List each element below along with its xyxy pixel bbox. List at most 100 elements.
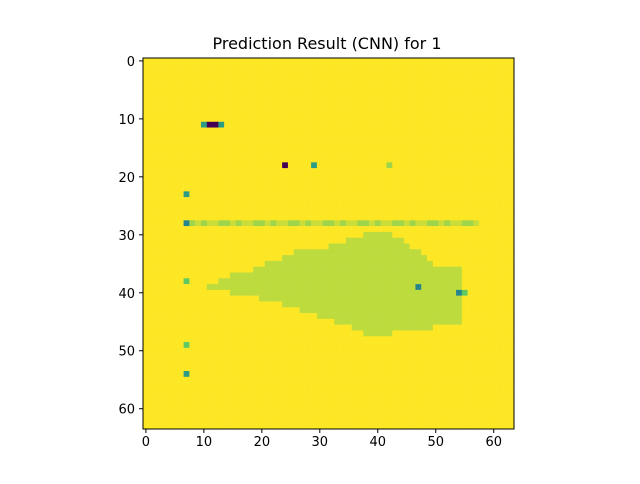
heatmap-cell xyxy=(229,162,236,169)
heatmap-cell xyxy=(386,266,393,273)
heatmap-cell xyxy=(206,231,213,238)
heatmap-cell xyxy=(450,371,457,378)
heatmap-cell xyxy=(305,208,312,215)
heatmap-cell xyxy=(490,104,497,111)
heatmap-cell xyxy=(316,226,323,233)
heatmap-cell xyxy=(427,365,434,372)
heatmap-cell xyxy=(473,405,480,412)
heatmap-cell xyxy=(322,353,329,360)
heatmap-cell xyxy=(322,173,329,180)
heatmap-cell xyxy=(374,156,381,163)
heatmap-cell xyxy=(189,214,196,221)
heatmap-cell xyxy=(369,336,376,343)
heatmap-cell xyxy=(206,324,213,331)
heatmap-cell xyxy=(166,173,173,180)
heatmap-cell xyxy=(473,336,480,343)
heatmap-cell xyxy=(496,139,503,146)
heatmap-cell xyxy=(490,69,497,76)
heatmap-cell xyxy=(403,382,410,389)
heatmap-cell xyxy=(456,202,463,209)
heatmap-cell xyxy=(247,191,254,198)
heatmap-cell xyxy=(264,98,271,105)
heatmap-cell xyxy=(357,330,364,337)
heatmap-cell xyxy=(496,307,503,314)
heatmap-cell xyxy=(479,69,486,76)
heatmap-cell xyxy=(154,272,161,279)
heatmap-cell xyxy=(403,353,410,360)
heatmap-cell xyxy=(485,295,492,302)
heatmap-cell xyxy=(403,92,410,99)
heatmap-cell xyxy=(386,336,393,343)
heatmap-cell xyxy=(189,86,196,94)
heatmap-cell xyxy=(380,324,387,331)
heatmap-cell xyxy=(206,307,213,314)
heatmap-cell xyxy=(183,139,190,146)
heatmap-cell xyxy=(438,58,445,65)
heatmap-cell xyxy=(485,81,492,88)
heatmap-cell xyxy=(351,121,358,128)
heatmap-cell xyxy=(241,69,248,76)
heatmap-cell xyxy=(224,365,231,372)
heatmap-cell xyxy=(224,220,231,227)
x-tick-label: 40 xyxy=(370,435,387,450)
heatmap-cell xyxy=(200,226,208,233)
heatmap-cell xyxy=(485,150,492,157)
heatmap-cell xyxy=(276,69,283,76)
heatmap-cell xyxy=(415,86,422,94)
heatmap-cell xyxy=(473,69,480,76)
heatmap-cell xyxy=(177,278,184,285)
heatmap-cell xyxy=(380,202,387,209)
heatmap-cell xyxy=(427,330,434,337)
heatmap-cell xyxy=(473,173,480,180)
heatmap-cell xyxy=(461,92,468,99)
heatmap-cell xyxy=(212,63,219,70)
heatmap-cell xyxy=(438,81,445,88)
heatmap-cell xyxy=(270,197,277,204)
heatmap-cell xyxy=(403,197,410,204)
heatmap-cell xyxy=(183,214,190,221)
heatmap-cell xyxy=(334,173,341,180)
heatmap-cell xyxy=(258,266,265,273)
heatmap-cell xyxy=(496,168,503,175)
heatmap-cell xyxy=(374,301,381,308)
heatmap-cell xyxy=(415,382,422,389)
heatmap-cell xyxy=(444,255,451,262)
heatmap-cell xyxy=(322,318,329,325)
heatmap-cell xyxy=(264,260,271,267)
heatmap-cell xyxy=(247,144,254,151)
heatmap-cell xyxy=(438,237,445,244)
heatmap-cell xyxy=(229,388,236,395)
heatmap-cell xyxy=(444,208,451,215)
heatmap-cell xyxy=(438,220,445,227)
heatmap-cell xyxy=(143,202,150,209)
heatmap-cell xyxy=(398,63,405,70)
heatmap-cell xyxy=(386,388,393,395)
heatmap-cell xyxy=(218,266,225,273)
heatmap-cell xyxy=(293,266,300,273)
heatmap-cell xyxy=(258,318,265,325)
heatmap-cell xyxy=(479,133,486,140)
heatmap-cell xyxy=(351,226,358,233)
heatmap-cell xyxy=(450,185,457,192)
heatmap-cell xyxy=(386,318,393,325)
heatmap-cell xyxy=(392,226,399,233)
heatmap-cell xyxy=(154,139,161,146)
heatmap-cell xyxy=(334,347,341,354)
heatmap-cell xyxy=(461,197,468,204)
heatmap-cell xyxy=(485,359,492,366)
heatmap-cell xyxy=(282,318,289,325)
heatmap-cell xyxy=(490,324,497,331)
heatmap-cell xyxy=(276,289,283,296)
heatmap-cell xyxy=(299,266,306,273)
heatmap-cell xyxy=(235,371,242,378)
heatmap-cell xyxy=(345,405,352,412)
heatmap-cell xyxy=(311,92,318,99)
heatmap-cell xyxy=(415,394,422,401)
heatmap-cell xyxy=(299,342,306,349)
heatmap-cell xyxy=(427,231,434,238)
heatmap-cell xyxy=(490,173,497,180)
heatmap-cell xyxy=(160,359,167,366)
heatmap-cell xyxy=(432,162,439,169)
heatmap-cell xyxy=(311,139,318,146)
heatmap-cell xyxy=(380,133,387,140)
